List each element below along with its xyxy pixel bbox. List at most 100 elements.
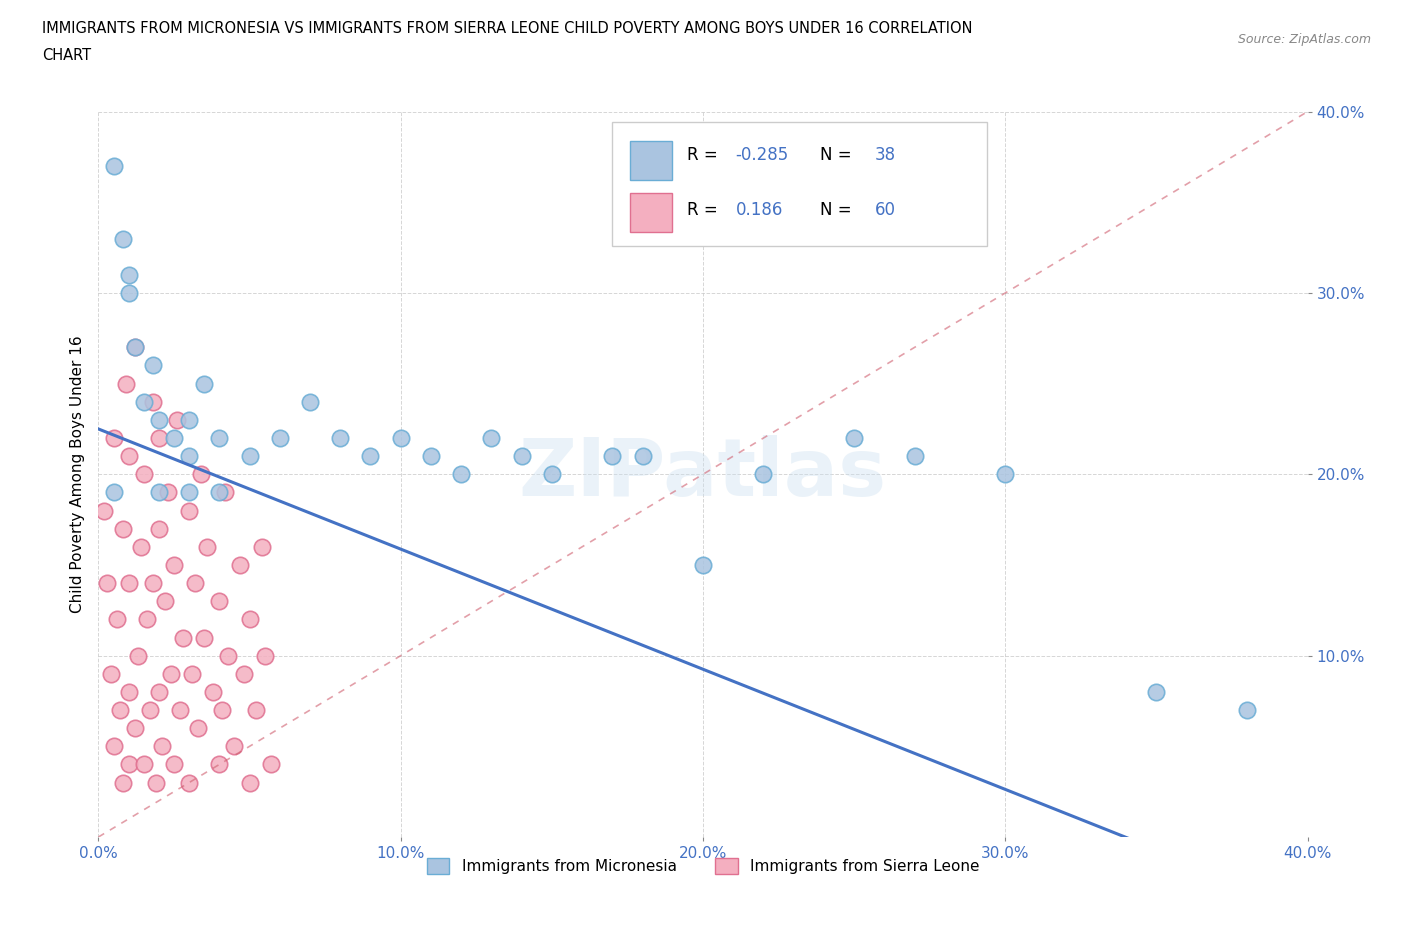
Text: R =: R = <box>688 201 723 219</box>
Point <box>103 158 125 173</box>
Point <box>118 576 141 591</box>
Point <box>145 776 167 790</box>
Point <box>190 467 212 482</box>
Point <box>93 503 115 518</box>
Point <box>148 485 170 500</box>
Point <box>420 449 443 464</box>
Point <box>118 268 141 283</box>
Text: 0.186: 0.186 <box>735 201 783 219</box>
Point <box>111 521 134 536</box>
Point <box>148 413 170 428</box>
Point <box>172 631 194 645</box>
Text: N =: N = <box>820 146 858 164</box>
Point <box>844 431 866 445</box>
Point <box>389 431 412 445</box>
Point <box>329 431 352 445</box>
Point <box>179 776 201 790</box>
Point <box>135 612 157 627</box>
Point <box>752 467 775 482</box>
Point <box>148 431 170 445</box>
Point <box>208 594 231 609</box>
Text: IMMIGRANTS FROM MICRONESIA VS IMMIGRANTS FROM SIERRA LEONE CHILD POVERTY AMONG B: IMMIGRANTS FROM MICRONESIA VS IMMIGRANTS… <box>42 21 973 36</box>
Point <box>169 703 191 718</box>
Y-axis label: Child Poverty Among Boys Under 16: Child Poverty Among Boys Under 16 <box>69 336 84 613</box>
Point <box>142 358 165 373</box>
Point <box>232 667 254 682</box>
Point <box>179 503 201 518</box>
Point <box>103 738 125 753</box>
Point <box>139 703 162 718</box>
Point <box>239 449 262 464</box>
Point <box>1236 703 1258 718</box>
Point <box>124 340 146 355</box>
Point <box>163 431 186 445</box>
Point <box>114 377 136 392</box>
Point <box>510 449 533 464</box>
Text: N =: N = <box>820 201 858 219</box>
Point <box>132 757 155 772</box>
Point <box>153 594 176 609</box>
Point <box>163 757 186 772</box>
Point <box>692 558 714 573</box>
Point <box>224 738 246 753</box>
Point <box>208 431 231 445</box>
Point <box>148 521 170 536</box>
Point <box>184 576 207 591</box>
Point <box>142 394 165 409</box>
Point <box>179 449 201 464</box>
Point <box>179 413 201 428</box>
Point <box>602 449 624 464</box>
Point <box>163 558 186 573</box>
Point <box>253 648 276 663</box>
Point <box>179 485 201 500</box>
Point <box>124 721 146 736</box>
Point <box>160 667 183 682</box>
Text: CHART: CHART <box>42 48 91 63</box>
Point <box>193 631 215 645</box>
Point <box>187 721 209 736</box>
Point <box>118 449 141 464</box>
Point <box>208 485 231 500</box>
Point <box>100 667 122 682</box>
Point <box>118 757 141 772</box>
Point <box>481 431 503 445</box>
Text: -0.285: -0.285 <box>735 146 789 164</box>
Legend: Immigrants from Micronesia, Immigrants from Sierra Leone: Immigrants from Micronesia, Immigrants f… <box>420 852 986 880</box>
Point <box>260 757 283 772</box>
Point <box>202 684 225 699</box>
Point <box>360 449 382 464</box>
Point <box>181 667 204 682</box>
Point <box>214 485 236 500</box>
Point <box>208 757 231 772</box>
FancyBboxPatch shape <box>630 140 672 179</box>
Point <box>245 703 267 718</box>
Text: ZIPatlas: ZIPatlas <box>519 435 887 513</box>
Point <box>132 467 155 482</box>
Point <box>132 394 155 409</box>
Point <box>904 449 927 464</box>
FancyBboxPatch shape <box>613 123 987 246</box>
Point <box>299 394 322 409</box>
FancyBboxPatch shape <box>630 193 672 232</box>
Point <box>150 738 173 753</box>
Text: Source: ZipAtlas.com: Source: ZipAtlas.com <box>1237 33 1371 46</box>
Point <box>96 576 118 591</box>
Point <box>1144 684 1167 699</box>
Point <box>450 467 472 482</box>
Point <box>118 684 141 699</box>
Text: 60: 60 <box>875 201 896 219</box>
Point <box>111 776 134 790</box>
Point <box>108 703 131 718</box>
Point <box>540 467 562 482</box>
Point <box>211 703 233 718</box>
Point <box>239 776 262 790</box>
Point <box>142 576 165 591</box>
Point <box>127 648 149 663</box>
Point <box>217 648 239 663</box>
Text: 38: 38 <box>875 146 896 164</box>
Point <box>239 612 262 627</box>
Point <box>111 231 134 246</box>
Point <box>156 485 179 500</box>
Point <box>994 467 1017 482</box>
Point <box>124 340 146 355</box>
